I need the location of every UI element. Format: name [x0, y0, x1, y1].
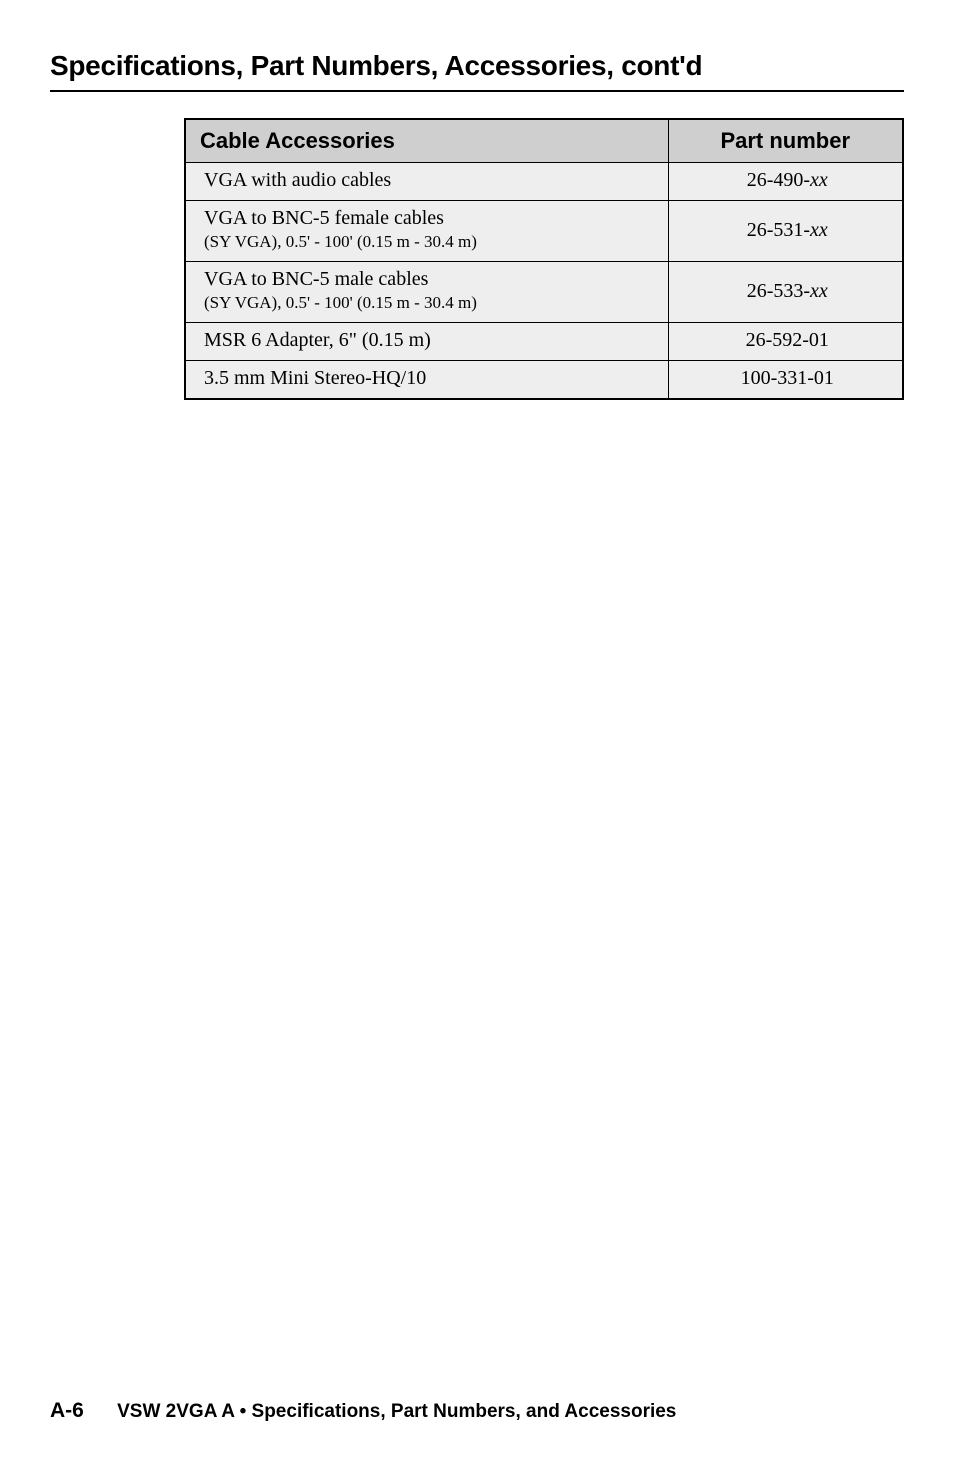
footer-separator: •	[234, 1401, 251, 1422]
table-row: VGA to BNC-5 male cables (SY VGA), 0.5' …	[185, 262, 903, 323]
cell-desc: MSR 6 Adapter, 6" (0.15 m)	[185, 323, 668, 361]
part-prefix: 100-331-01	[741, 367, 834, 389]
cell-part: 26-490-xx	[668, 163, 903, 201]
heading-rule	[50, 90, 904, 92]
desc-sub: (SY VGA), 0.5' - 100' (0.15 m - 30.4 m)	[204, 232, 477, 251]
desc-text: MSR 6 Adapter, 6" (0.15 m)	[204, 329, 431, 351]
part-suffix: xx	[810, 169, 828, 191]
table-row: VGA with audio cables 26-490-xx	[185, 163, 903, 201]
page-heading: Specifications, Part Numbers, Accessorie…	[0, 0, 954, 90]
footer-page-number: A-6	[50, 1399, 84, 1422]
cell-part: 100-331-01	[668, 361, 903, 400]
cell-part: 26-533-xx	[668, 262, 903, 323]
table-row: 3.5 mm Mini Stereo-HQ/10 100-331-01	[185, 361, 903, 400]
cable-accessories-table: Cable Accessories Part number VGA with a…	[184, 118, 904, 400]
cell-desc: VGA to BNC-5 male cables (SY VGA), 0.5' …	[185, 262, 668, 323]
cell-desc: VGA with audio cables	[185, 163, 668, 201]
page-footer: A-6 VSW 2VGA A • Specifications, Part Nu…	[50, 1399, 904, 1423]
col-header-part-number: Part number	[668, 119, 903, 163]
desc-text: VGA with audio cables	[204, 169, 391, 191]
table-row: MSR 6 Adapter, 6" (0.15 m) 26-592-01	[185, 323, 903, 361]
col-header-accessories: Cable Accessories	[185, 119, 668, 163]
part-prefix: 26-592-01	[746, 329, 829, 351]
cell-part: 26-531-xx	[668, 201, 903, 262]
desc-sub: (SY VGA), 0.5' - 100' (0.15 m - 30.4 m)	[204, 293, 477, 312]
cell-part: 26-592-01	[668, 323, 903, 361]
part-prefix: 26-531-	[747, 219, 810, 241]
footer-product: VSW 2VGA A	[117, 1401, 234, 1422]
cell-desc: 3.5 mm Mini Stereo-HQ/10	[185, 361, 668, 400]
cell-desc: VGA to BNC-5 female cables (SY VGA), 0.5…	[185, 201, 668, 262]
part-suffix: xx	[810, 219, 828, 241]
desc-text: VGA to BNC-5 female cables	[204, 207, 444, 229]
part-prefix: 26-490-	[747, 169, 810, 191]
footer-section: Specifications, Part Numbers, and Access…	[252, 1401, 677, 1422]
table-header-row: Cable Accessories Part number	[185, 119, 903, 163]
part-suffix: xx	[810, 280, 828, 302]
desc-text: VGA to BNC-5 male cables	[204, 268, 428, 290]
part-prefix: 26-533-	[747, 280, 810, 302]
table-row: VGA to BNC-5 female cables (SY VGA), 0.5…	[185, 201, 903, 262]
desc-text: 3.5 mm Mini Stereo-HQ/10	[204, 367, 426, 389]
